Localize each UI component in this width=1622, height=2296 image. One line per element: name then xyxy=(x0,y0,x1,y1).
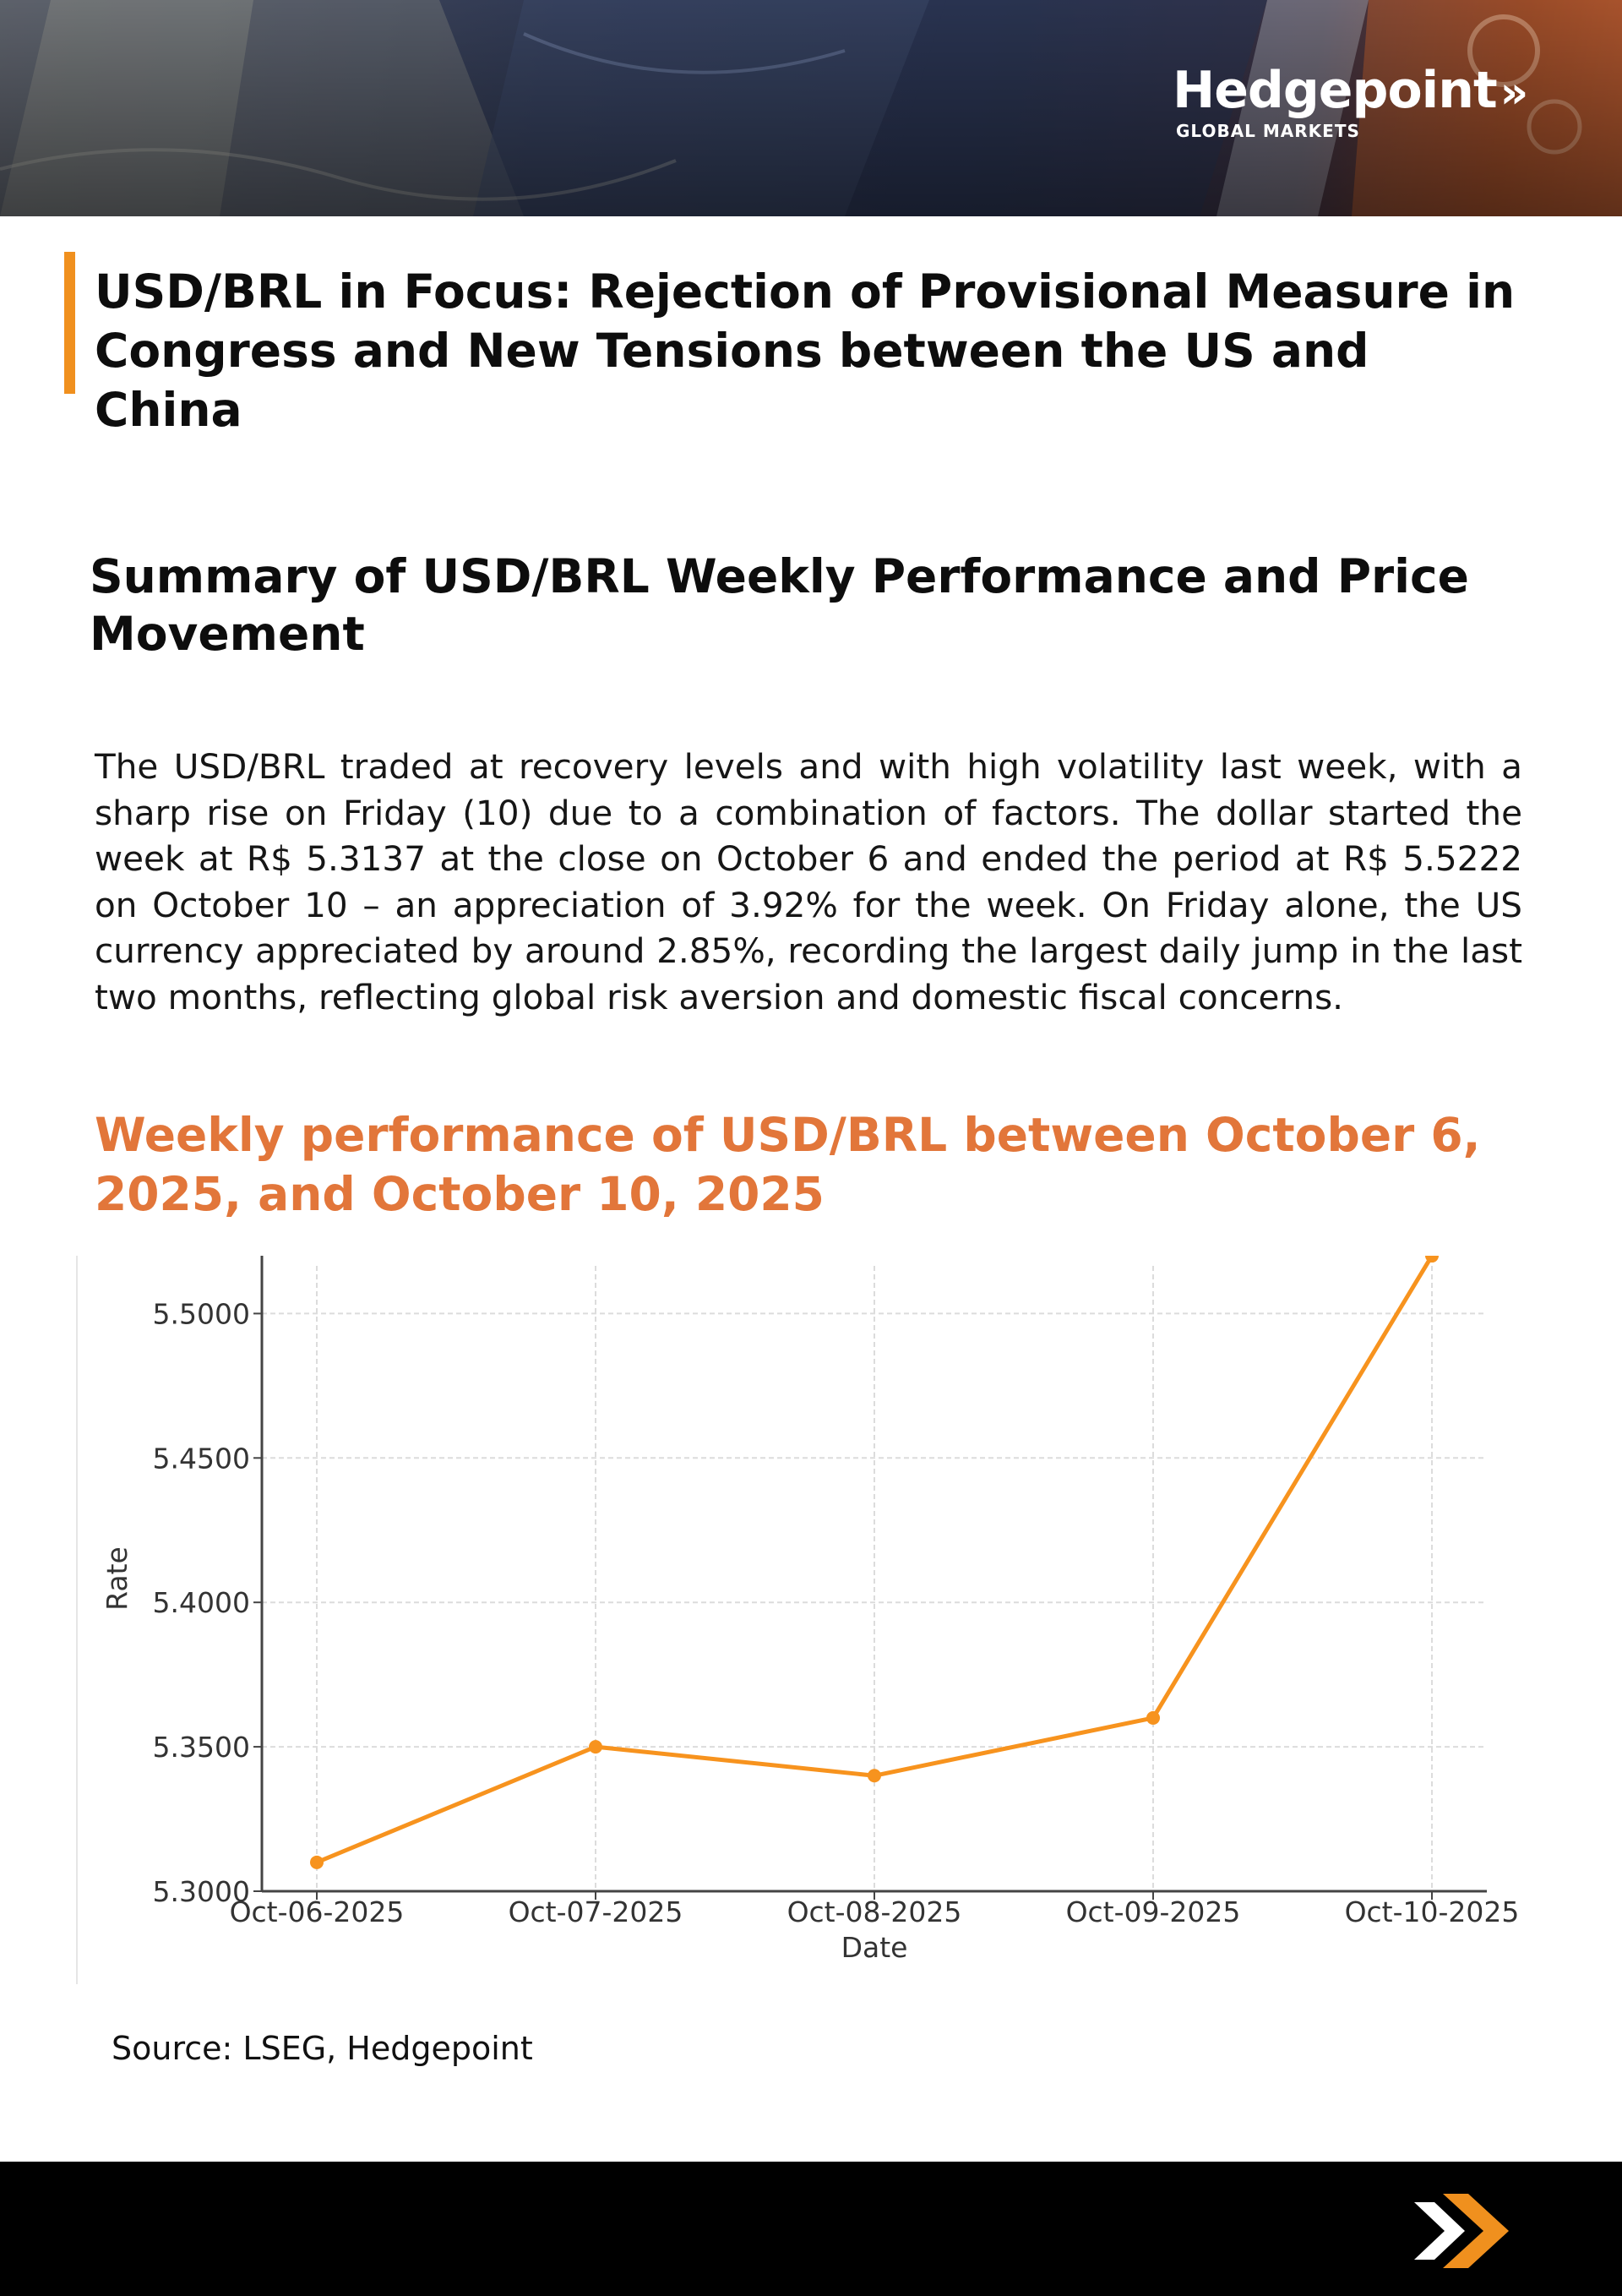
banknote-background-image xyxy=(0,0,1622,216)
page-title: USD/BRL in Focus: Rejection of Provision… xyxy=(95,265,1516,437)
y-tick-label: 5.4000 xyxy=(153,1586,250,1619)
data-point xyxy=(589,1740,602,1754)
y-axis-label: Rate xyxy=(101,1546,133,1611)
header-banner: Hedgepoint» GLOBAL MARKETS xyxy=(0,0,1622,216)
section-title: Summary of USD/BRL Weekly Performance an… xyxy=(90,549,1469,661)
y-tick-label: 5.5000 xyxy=(153,1297,250,1330)
logo-subtitle: GLOBAL MARKETS xyxy=(1176,121,1360,141)
x-tick-label: Oct-06-2025 xyxy=(230,1895,405,1928)
y-tick-label: 5.3500 xyxy=(153,1731,250,1764)
logo-wordmark: Hedgepoint xyxy=(1173,61,1498,120)
y-tick-label: 5.3000 xyxy=(153,1875,250,1908)
logo-chevron-icon: » xyxy=(1500,68,1529,118)
x-axis-label: Date xyxy=(841,1931,908,1964)
data-point xyxy=(1425,1256,1439,1263)
summary-paragraph: The USD/BRL traded at recovery levels an… xyxy=(95,746,1522,1017)
data-point xyxy=(868,1769,881,1783)
footer-bar xyxy=(0,2162,1622,2296)
x-tick-label: Oct-10-2025 xyxy=(1345,1895,1520,1928)
x-tick-label: Oct-08-2025 xyxy=(787,1895,962,1928)
title-accent-bar xyxy=(64,252,75,394)
y-tick-label: 5.4500 xyxy=(153,1442,250,1475)
source-note: Source: LSEG, Hedgepoint xyxy=(112,2030,533,2067)
usd-brl-line-chart: 5.3000 5.3500 5.4000 5.4500 5.5000 Oct-06-202… xyxy=(76,1256,1565,1984)
chart-heading: Weekly performance of USD/BRL between Oc… xyxy=(95,1108,1481,1221)
hedgepoint-logo: Hedgepoint» GLOBAL MARKETS xyxy=(1173,61,1529,141)
double-chevron-right-icon xyxy=(1414,2194,1509,2268)
data-point xyxy=(1146,1710,1160,1725)
data-point xyxy=(310,1855,324,1869)
x-tick-label: Oct-07-2025 xyxy=(509,1895,683,1928)
x-tick-label: Oct-09-2025 xyxy=(1066,1895,1241,1928)
